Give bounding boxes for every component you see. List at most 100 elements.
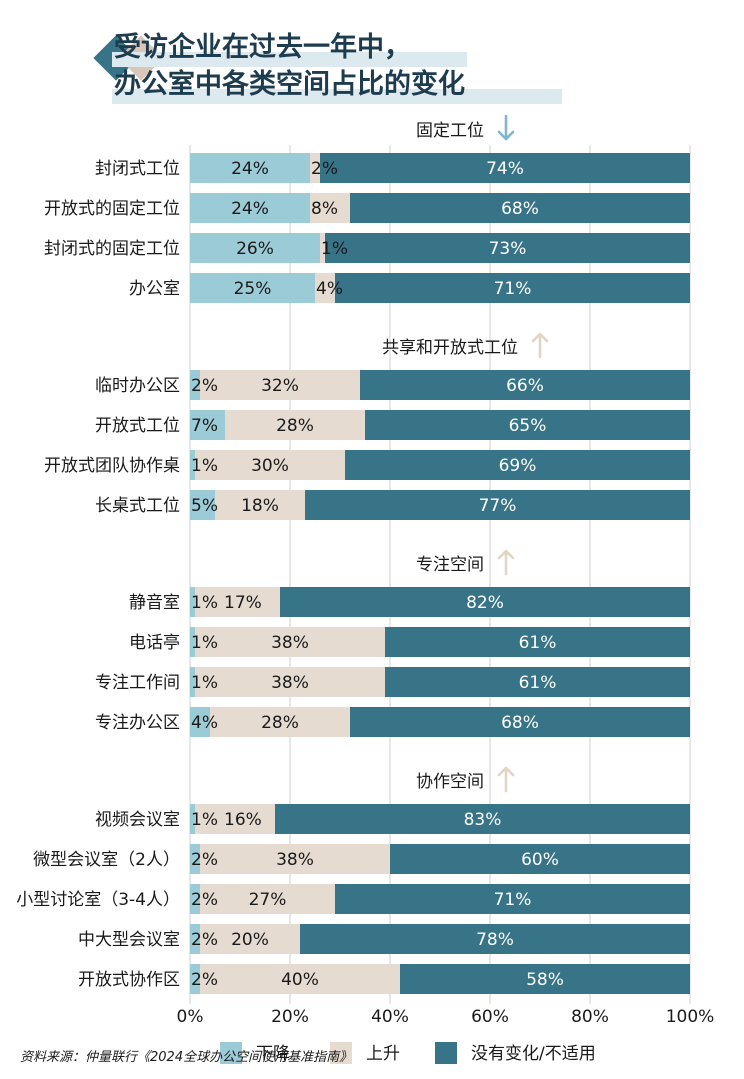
value-label-decrease: 2% bbox=[191, 890, 218, 910]
bar-segment-increase bbox=[225, 410, 365, 440]
x-tick-label: 40% bbox=[371, 1007, 409, 1027]
value-label-no-change: 61% bbox=[519, 673, 557, 693]
legend-label: 下降 bbox=[256, 1044, 290, 1064]
bar-segment-decrease bbox=[190, 273, 315, 303]
bar-segment-increase bbox=[215, 490, 305, 520]
value-label-decrease: 1% bbox=[191, 593, 218, 613]
value-label-no-change: 83% bbox=[464, 810, 502, 830]
bar-segment-decrease bbox=[190, 193, 310, 223]
value-label-no-change: 61% bbox=[519, 633, 557, 653]
bar-segment-increase bbox=[310, 193, 350, 223]
value-label-no-change: 68% bbox=[501, 199, 539, 219]
chart-title-line-2: 办公室中各类空间占比的变化 bbox=[114, 68, 465, 100]
category-label: 临时办公区 bbox=[95, 376, 180, 396]
bar-segment-decrease bbox=[190, 627, 195, 657]
title-highlight-1 bbox=[112, 52, 467, 67]
legend-label: 上升 bbox=[366, 1044, 400, 1064]
bar-segment-decrease bbox=[190, 410, 225, 440]
bar-segment-decrease bbox=[190, 587, 195, 617]
bar-segment-increase bbox=[195, 804, 275, 834]
x-tick-label: 60% bbox=[471, 1007, 509, 1027]
category-label: 封闭式工位 bbox=[95, 159, 180, 179]
bar-segment-no-change bbox=[335, 884, 690, 914]
bar-segment-decrease bbox=[190, 707, 210, 737]
value-label-no-change: 78% bbox=[476, 930, 514, 950]
value-label-decrease: 2% bbox=[191, 376, 218, 396]
value-label-decrease: 1% bbox=[191, 456, 218, 476]
bar-segment-no-change bbox=[400, 964, 690, 994]
bar-segment-increase bbox=[195, 627, 385, 657]
value-label-increase: 18% bbox=[241, 496, 279, 516]
value-label-decrease: 1% bbox=[191, 633, 218, 653]
bar-segment-decrease bbox=[190, 370, 200, 400]
bar-segment-decrease bbox=[190, 233, 320, 263]
bar-segment-increase bbox=[195, 587, 280, 617]
bar-segment-decrease bbox=[190, 924, 200, 954]
category-label: 静音室 bbox=[129, 593, 180, 613]
value-label-increase: 32% bbox=[261, 376, 299, 396]
value-label-no-change: 73% bbox=[489, 239, 527, 259]
value-label-decrease: 2% bbox=[191, 930, 218, 950]
value-label-increase: 38% bbox=[271, 633, 309, 653]
bar-segment-no-change bbox=[345, 450, 690, 480]
category-label: 开放式的固定工位 bbox=[44, 199, 180, 219]
category-label: 小型讨论室（3-4人） bbox=[16, 890, 180, 910]
bar-segment-increase bbox=[200, 370, 360, 400]
arrow-up-icon bbox=[497, 549, 515, 576]
chart-legend: 下降 上升 没有变化/不适用 bbox=[220, 1042, 596, 1064]
category-label: 封闭式的固定工位 bbox=[44, 239, 180, 259]
value-label-no-change: 68% bbox=[501, 713, 539, 733]
value-label-no-change: 65% bbox=[509, 416, 547, 436]
bar-segment-no-change bbox=[300, 924, 690, 954]
value-label-increase: 2% bbox=[311, 159, 338, 179]
bar-segment-increase bbox=[200, 844, 390, 874]
chart-title-line-1: 受访企业在过去一年中， bbox=[114, 31, 411, 63]
value-label-no-change: 66% bbox=[506, 376, 544, 396]
value-label-increase: 17% bbox=[224, 593, 262, 613]
bar-segment-increase bbox=[200, 884, 335, 914]
category-label: 长桌式工位 bbox=[95, 496, 180, 516]
value-label-increase: 27% bbox=[249, 890, 287, 910]
bar-segment-increase bbox=[195, 450, 345, 480]
bar-segment-decrease bbox=[190, 667, 195, 697]
bar-segment-no-change bbox=[385, 667, 690, 697]
value-label-decrease: 1% bbox=[191, 810, 218, 830]
bar-segment-no-change bbox=[275, 804, 690, 834]
category-label: 视频会议室 bbox=[95, 810, 180, 830]
value-label-decrease: 2% bbox=[191, 970, 218, 990]
category-label: 开放式工位 bbox=[95, 416, 180, 436]
arrow-up-icon bbox=[531, 332, 549, 359]
chart-source: 资料来源：仲量联行《2024全球办公空间使用基准指南》 bbox=[20, 1049, 352, 1065]
bar-segment-no-change bbox=[280, 587, 690, 617]
bar-segment-decrease bbox=[190, 450, 195, 480]
bar-segment-increase bbox=[200, 924, 300, 954]
group-heading-1: 固定工位 bbox=[416, 121, 484, 141]
bar-segment-increase bbox=[195, 667, 385, 697]
value-label-decrease: 25% bbox=[234, 279, 272, 299]
bar-segment-no-change bbox=[325, 233, 690, 263]
group-heading-3: 专注空间 bbox=[416, 555, 484, 575]
bar-segment-decrease bbox=[190, 153, 310, 183]
x-tick-label: 100% bbox=[666, 1007, 715, 1027]
bar-segment-no-change bbox=[335, 273, 690, 303]
bar-segment-increase bbox=[310, 153, 320, 183]
arrow-down-icon bbox=[497, 114, 515, 141]
value-label-decrease: 2% bbox=[191, 850, 218, 870]
value-label-no-change: 58% bbox=[526, 970, 564, 990]
x-tick-label: 0% bbox=[177, 1007, 204, 1027]
chart-bars bbox=[190, 153, 690, 994]
category-label: 电话亭 bbox=[129, 633, 180, 653]
value-label-increase: 28% bbox=[276, 416, 314, 436]
value-label-no-change: 60% bbox=[521, 850, 559, 870]
x-axis: 0% 20% 40% 60% 80% 100% bbox=[177, 1007, 715, 1027]
bar-segment-no-change bbox=[320, 153, 690, 183]
category-label: 办公室 bbox=[129, 279, 180, 299]
value-label-decrease: 1% bbox=[191, 673, 218, 693]
bar-segment-no-change bbox=[390, 844, 690, 874]
category-label: 中大型会议室 bbox=[78, 930, 180, 950]
category-label: 开放式协作区 bbox=[78, 970, 180, 990]
group-heading-2: 共享和开放式工位 bbox=[382, 338, 518, 358]
value-label-increase: 38% bbox=[276, 850, 314, 870]
value-label-no-change: 71% bbox=[494, 890, 532, 910]
